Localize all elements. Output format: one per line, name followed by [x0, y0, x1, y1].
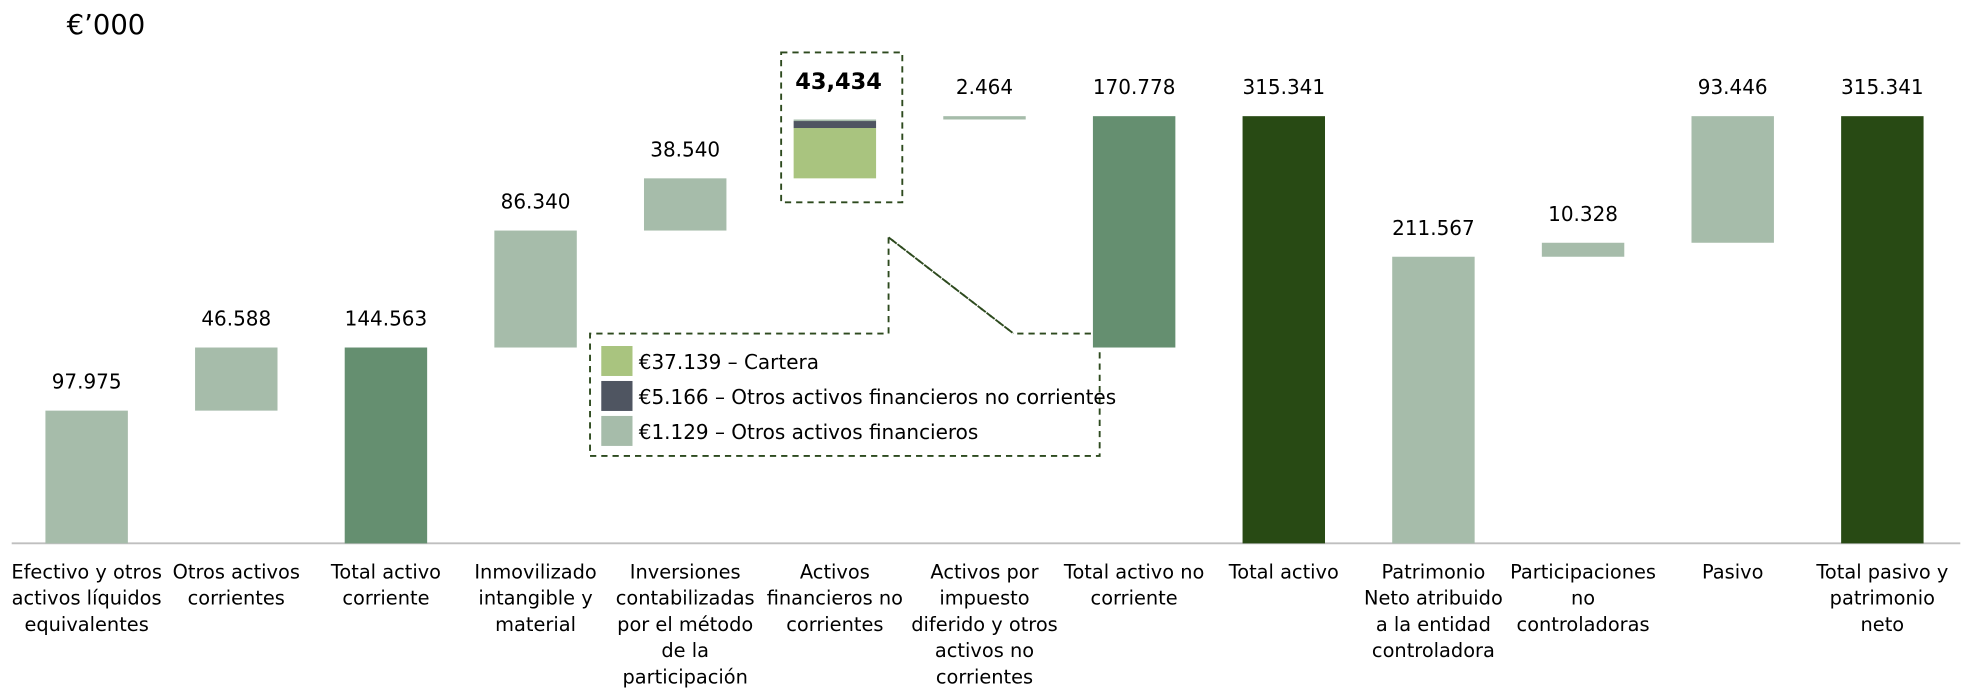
value-label: 86.340	[501, 190, 571, 214]
bar-segment	[793, 119, 877, 122]
legend-swatch	[601, 415, 633, 446]
chart-title: €’000	[67, 9, 146, 41]
value-label: 315.341	[1242, 75, 1325, 99]
legend-swatch	[601, 380, 633, 411]
x-tick-label: Inversiones contabilizadas por el método…	[615, 560, 755, 689]
x-tick-label: Total activo	[1228, 560, 1339, 584]
bar	[1242, 116, 1326, 544]
callout-box	[589, 235, 1101, 457]
x-tick-label: Inmovilizado intangible y material	[474, 560, 597, 636]
x-label-box: Activos por impuesto diferido y otros ac…	[911, 560, 1058, 689]
x-label-box: Total activo no corriente	[1063, 560, 1205, 610]
value-label: 170.778	[1093, 75, 1176, 99]
value-label: 43,434	[795, 69, 882, 95]
bar	[45, 410, 128, 544]
x-label-box: Activos financieros no corrientes	[766, 560, 903, 636]
legend-label: €37.139 – Cartera	[639, 350, 819, 374]
bar	[1691, 116, 1774, 243]
bar	[1392, 256, 1475, 544]
value-label: 315.341	[1841, 75, 1924, 99]
x-tick-label: Activos por impuesto diferido y otros ac…	[911, 560, 1058, 689]
x-label-box: Inmovilizado intangible y material	[474, 560, 597, 636]
x-label-box: Inversiones contabilizadas por el método…	[615, 560, 755, 689]
value-label: 144.563	[345, 307, 428, 331]
bar	[943, 116, 1026, 120]
bar	[1841, 116, 1924, 544]
x-label-box: Patrimonio Neto atribuido a la entidad c…	[1363, 560, 1503, 663]
x-tick-label: Otros activos corrientes	[172, 560, 300, 610]
bar	[494, 230, 577, 348]
x-label-box: Pasivo	[1701, 560, 1764, 584]
legend-swatch	[601, 346, 633, 376]
x-tick-label: Total activo corriente	[330, 560, 441, 610]
value-label: 38.540	[650, 137, 720, 161]
x-tick-label: Total pasivo y patrimonio neto	[1816, 560, 1949, 636]
x-tick-label: Total activo no corriente	[1063, 560, 1205, 610]
callout-connector	[887, 236, 1015, 335]
x-tick-label: Patrimonio Neto atribuido a la entidad c…	[1363, 560, 1503, 663]
value-label: 10.328	[1548, 202, 1618, 226]
x-label-box: Efectivo y otros activos líquidos equiva…	[11, 560, 162, 636]
bar	[1541, 242, 1625, 257]
x-label-box: Total activo	[1228, 560, 1339, 584]
value-label: 97.975	[52, 370, 122, 394]
x-label-box: Otros activos corrientes	[172, 560, 300, 610]
value-label: 2.464	[956, 75, 1013, 99]
x-label-box: Total pasivo y patrimonio neto	[1816, 560, 1949, 636]
x-tick-label: Efectivo y otros activos líquidos equiva…	[11, 560, 162, 636]
bar	[195, 347, 278, 411]
bar-segment	[793, 121, 877, 129]
value-label: 93.446	[1698, 75, 1768, 99]
legend-label: €5.166 – Otros activos financieros no co…	[639, 385, 1116, 409]
x-tick-label: Pasivo	[1701, 560, 1764, 584]
x-label-box: Total activo corriente	[330, 560, 441, 610]
value-label: 211.567	[1392, 216, 1475, 240]
legend-label: €1.129 – Otros activos financieros	[639, 420, 979, 444]
bar-segment	[793, 128, 877, 179]
bar	[643, 178, 727, 231]
value-label: 46.588	[201, 307, 271, 331]
highlight-box	[780, 51, 904, 204]
bar	[1092, 116, 1176, 348]
bar	[344, 347, 428, 544]
x-tick-label: Participaciones no controladoras	[1510, 560, 1657, 636]
x-label-box: Participaciones no controladoras	[1510, 560, 1657, 636]
x-tick-label: Activos financieros no corrientes	[766, 560, 903, 636]
